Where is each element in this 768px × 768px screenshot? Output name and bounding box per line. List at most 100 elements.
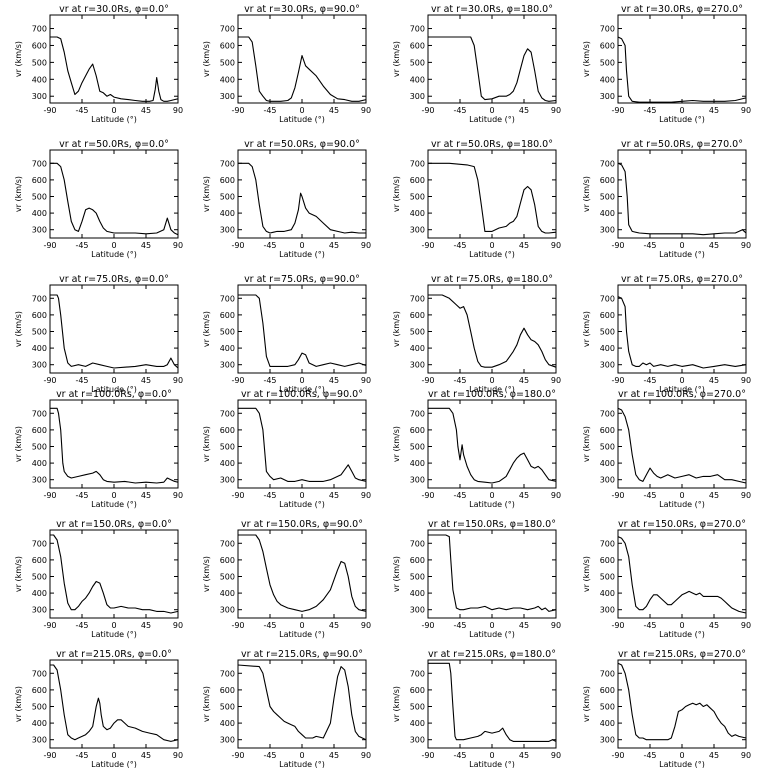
y-tick-label: 700	[410, 159, 425, 168]
y-tick-label: 400	[410, 209, 425, 218]
x-axis-label: Latitude (°)	[279, 385, 325, 394]
panel-0-1: vr at r=30.0Rs, φ=90.0° -90 -45 0 45 90 300 400…	[202, 4, 371, 124]
y-tick-label: 500	[32, 702, 47, 711]
y-tick-label: 400	[32, 589, 47, 598]
series-line	[617, 162, 747, 236]
x-tick-label: -90	[231, 491, 244, 500]
x-tick-label: 0	[489, 621, 494, 630]
x-tick-label: 90	[551, 491, 561, 500]
y-axis-label: vr (km/s)	[392, 556, 401, 592]
x-tick-label: 45	[709, 491, 719, 500]
panel-1-0: vr at r=50.0Rs, φ=0.0° -90 -45 0 45 90 300 400 5…	[14, 139, 183, 259]
plot-frame	[427, 14, 557, 104]
x-tick-label: 45	[329, 751, 339, 760]
x-tick-label: -45	[453, 241, 466, 250]
y-tick-label: 600	[32, 311, 47, 320]
plot-frame	[49, 284, 179, 374]
x-tick-label: 45	[141, 376, 151, 385]
x-axis-label: Latitude (°)	[469, 115, 515, 124]
plot-frame	[427, 529, 557, 619]
x-tick-label: -45	[75, 241, 88, 250]
y-tick-label: 600	[32, 426, 47, 435]
x-axis-label: Latitude (°)	[659, 500, 705, 509]
y-tick-label: 500	[410, 572, 425, 581]
x-tick-label: -90	[611, 376, 624, 385]
panel-1-1: vr at r=50.0Rs, φ=90.0° -90 -45 0 45 90 300 400…	[202, 139, 371, 259]
x-tick-label: 90	[551, 621, 561, 630]
y-tick-label: 700	[220, 294, 235, 303]
series-line	[50, 534, 179, 614]
y-tick-label: 500	[600, 327, 615, 336]
x-tick-label: -45	[453, 376, 466, 385]
x-tick-label: 0	[111, 491, 116, 500]
x-tick-label: 90	[361, 621, 371, 630]
y-tick-label: 600	[220, 686, 235, 695]
x-tick-label: -90	[421, 106, 434, 115]
panel-3-1: vr at r=100.0Rs, φ=90.0° -90 -45 0 45 90 300 40…	[202, 389, 371, 509]
y-tick-label: 300	[220, 361, 235, 370]
x-tick-label: -45	[263, 621, 276, 630]
y-tick-label: 300	[32, 92, 47, 101]
plot-frame	[617, 659, 747, 749]
x-tick-label: -90	[421, 621, 434, 630]
x-tick-label: 0	[111, 751, 116, 760]
x-tick-label: 45	[519, 106, 529, 115]
x-tick-label: -90	[43, 751, 56, 760]
panel-4-0: vr at r=150.0Rs, φ=0.0° -90 -45 0 45 90 300 400…	[14, 519, 183, 639]
y-tick-label: 500	[410, 192, 425, 201]
series-line	[428, 36, 557, 102]
x-tick-label: 90	[741, 621, 751, 630]
x-tick-label: -45	[75, 751, 88, 760]
x-axis-label: Latitude (°)	[469, 630, 515, 639]
y-tick-label: 600	[220, 556, 235, 565]
x-axis-label: Latitude (°)	[659, 630, 705, 639]
y-tick-label: 600	[32, 176, 47, 185]
x-tick-label: -45	[643, 751, 656, 760]
y-tick-label: 400	[32, 209, 47, 218]
y-tick-label: 700	[410, 25, 425, 34]
plot-frame	[237, 14, 367, 104]
panel-title: vr at r=50.0Rs, φ=0.0°	[59, 139, 169, 150]
y-tick-label: 600	[410, 556, 425, 565]
panel-title: vr at r=30.0Rs, φ=180.0°	[431, 4, 553, 15]
plot-frame	[617, 529, 747, 619]
y-tick-label: 700	[410, 409, 425, 418]
panel-title: vr at r=150.0Rs, φ=270.0°	[618, 519, 746, 530]
y-axis-label: vr (km/s)	[14, 556, 23, 592]
y-tick-label: 700	[32, 294, 47, 303]
panel-4-3: vr at r=150.0Rs, φ=270.0° -90 -45 0 45 90 300 4…	[582, 519, 751, 639]
plot-frame	[617, 149, 747, 239]
series-line	[50, 36, 179, 102]
y-axis-label: vr (km/s)	[202, 426, 211, 462]
series-line	[238, 162, 366, 234]
panel-title: vr at r=75.0Rs, φ=270.0°	[621, 274, 743, 285]
x-tick-label: -90	[231, 376, 244, 385]
x-tick-label: 45	[141, 491, 151, 500]
x-axis-label: Latitude (°)	[91, 385, 137, 394]
series-line	[617, 536, 747, 614]
x-tick-label: 90	[741, 491, 751, 500]
y-axis-label: vr (km/s)	[392, 426, 401, 462]
x-tick-label: 0	[489, 491, 494, 500]
y-tick-label: 600	[220, 426, 235, 435]
panel-2-1: vr at r=75.0Rs, φ=90.0° -90 -45 0 45 90 300 400…	[202, 274, 371, 394]
y-axis-label: vr (km/s)	[14, 311, 23, 347]
x-tick-label: 0	[679, 491, 684, 500]
x-tick-label: 90	[173, 376, 183, 385]
panel-title: vr at r=215.0Rs, φ=270.0°	[618, 649, 746, 660]
y-tick-label: 400	[600, 209, 615, 218]
x-tick-label: -90	[231, 621, 244, 630]
y-axis-label: vr (km/s)	[582, 556, 591, 592]
series-line	[617, 407, 747, 484]
y-tick-label: 300	[410, 92, 425, 101]
x-tick-label: 90	[741, 751, 751, 760]
panel-4-2: vr at r=150.0Rs, φ=180.0° -90 -45 0 45 90 300 4…	[392, 519, 561, 639]
y-tick-label: 500	[600, 442, 615, 451]
x-tick-label: 90	[551, 241, 561, 250]
x-tick-label: -45	[643, 376, 656, 385]
panel-title: vr at r=150.0Rs, φ=90.0°	[241, 519, 363, 530]
x-tick-label: 0	[111, 621, 116, 630]
series-line	[428, 162, 557, 234]
y-tick-label: 700	[32, 409, 47, 418]
y-axis-label: vr (km/s)	[582, 41, 591, 77]
